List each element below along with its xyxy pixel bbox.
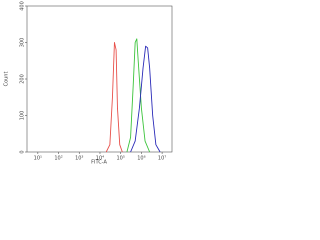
x-tick-label: 10⁵ [117,156,125,162]
y-tick-label: 400 [20,1,26,11]
x-tick-label: 10³ [75,156,83,162]
x-tick-label: 10² [54,156,62,162]
histogram-line [126,38,151,153]
chart: Count FITC-A 0 100 200 300 400 10¹ 10² 10³ 10⁴ 10… [4,1,173,166]
x-tick-label: 10⁶ [137,156,145,162]
x-tick-label: 10¹ [34,156,42,162]
x-axis-label: FITC-A [91,160,107,166]
y-tick-label: 300 [20,38,26,48]
x-tick-label: 10⁷ [158,156,166,162]
y-axis-label: Count [4,72,10,87]
y-tick-label: 0 [20,150,26,153]
y-tick-label: 100 [20,111,26,121]
x-tick-label: 10⁴ [96,156,104,162]
histogram-line [130,45,161,153]
histogram-line [105,42,123,153]
y-tick-label: 200 [20,74,26,84]
